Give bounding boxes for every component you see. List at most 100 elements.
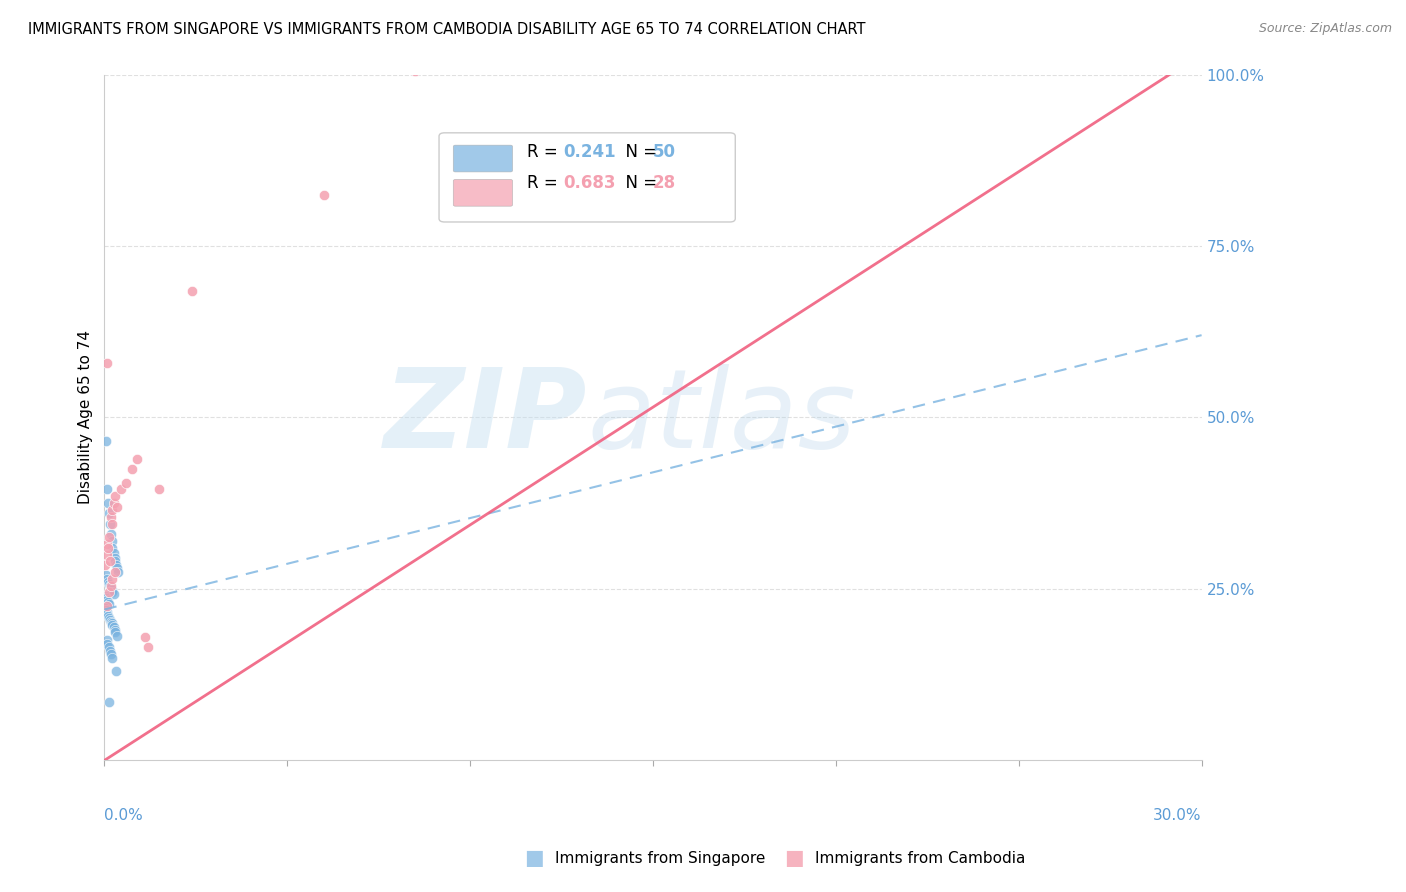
Point bbox=[97, 575, 120, 590]
Point bbox=[100, 647, 122, 661]
Text: atlas: atlas bbox=[588, 364, 856, 471]
Point bbox=[97, 695, 120, 709]
Point bbox=[96, 572, 118, 586]
Point bbox=[96, 568, 118, 582]
Point bbox=[104, 551, 127, 566]
Point bbox=[104, 623, 127, 637]
Text: 50: 50 bbox=[652, 143, 676, 161]
Text: 0.683: 0.683 bbox=[562, 174, 616, 192]
Point bbox=[96, 548, 118, 562]
Point bbox=[100, 581, 122, 595]
Point bbox=[105, 561, 128, 575]
Point bbox=[96, 355, 118, 369]
FancyBboxPatch shape bbox=[453, 145, 513, 172]
Text: 30.0%: 30.0% bbox=[1153, 808, 1202, 823]
Text: N =: N = bbox=[614, 143, 662, 161]
Point bbox=[97, 611, 120, 625]
FancyBboxPatch shape bbox=[439, 133, 735, 222]
Point bbox=[101, 585, 124, 599]
Point bbox=[96, 434, 118, 449]
Text: ZIP: ZIP bbox=[384, 364, 588, 471]
Point bbox=[97, 507, 120, 521]
Point bbox=[100, 527, 122, 541]
Point bbox=[127, 451, 149, 466]
Point bbox=[104, 625, 127, 640]
Point bbox=[97, 496, 120, 510]
Point bbox=[94, 558, 117, 572]
Point bbox=[101, 503, 124, 517]
Text: 0.241: 0.241 bbox=[562, 143, 616, 161]
Point bbox=[134, 630, 156, 644]
Point bbox=[96, 605, 118, 619]
Text: IMMIGRANTS FROM SINGAPORE VS IMMIGRANTS FROM CAMBODIA DISABILITY AGE 65 TO 74 CO: IMMIGRANTS FROM SINGAPORE VS IMMIGRANTS … bbox=[28, 22, 866, 37]
Point bbox=[96, 593, 118, 607]
Point bbox=[105, 665, 128, 679]
Point bbox=[101, 572, 124, 586]
Point bbox=[94, 602, 117, 616]
Point bbox=[96, 637, 118, 651]
Point bbox=[96, 591, 118, 605]
Point bbox=[97, 541, 120, 555]
Point bbox=[103, 620, 125, 634]
Text: 28: 28 bbox=[652, 174, 676, 192]
Point bbox=[104, 565, 127, 579]
Text: R =: R = bbox=[527, 143, 562, 161]
Point bbox=[107, 565, 129, 579]
Point bbox=[98, 579, 121, 593]
Point bbox=[97, 577, 120, 591]
Point bbox=[100, 578, 122, 592]
Point bbox=[101, 618, 124, 632]
Point bbox=[97, 640, 120, 655]
Point bbox=[105, 558, 128, 572]
Point bbox=[97, 608, 120, 623]
Point bbox=[105, 629, 128, 643]
Point bbox=[96, 599, 118, 613]
Point bbox=[404, 64, 426, 78]
Point bbox=[94, 589, 117, 603]
Text: Immigrants from Singapore: Immigrants from Singapore bbox=[555, 851, 766, 865]
Point bbox=[97, 595, 120, 609]
Text: Source: ZipAtlas.com: Source: ZipAtlas.com bbox=[1258, 22, 1392, 36]
Text: ■: ■ bbox=[785, 848, 804, 868]
Point bbox=[98, 643, 121, 657]
Point bbox=[101, 650, 124, 665]
Point bbox=[101, 541, 124, 555]
Point bbox=[103, 587, 125, 601]
Point bbox=[136, 640, 159, 655]
Y-axis label: Disability Age 65 to 74: Disability Age 65 to 74 bbox=[79, 330, 93, 505]
Point bbox=[96, 607, 118, 621]
Point bbox=[97, 531, 120, 545]
Point bbox=[312, 187, 335, 202]
Point bbox=[115, 475, 138, 490]
Point bbox=[100, 616, 122, 631]
Point bbox=[98, 554, 121, 568]
Point bbox=[100, 533, 122, 548]
Point bbox=[94, 601, 117, 615]
Point bbox=[100, 516, 122, 531]
Text: Immigrants from Cambodia: Immigrants from Cambodia bbox=[815, 851, 1026, 865]
Point bbox=[104, 489, 127, 503]
Point bbox=[121, 462, 143, 476]
Point bbox=[103, 496, 125, 510]
Point bbox=[103, 546, 125, 560]
Point bbox=[98, 516, 121, 531]
Point bbox=[100, 583, 122, 598]
Point bbox=[96, 537, 118, 551]
Point bbox=[100, 615, 122, 629]
Point bbox=[96, 633, 118, 648]
Point bbox=[98, 613, 121, 627]
Point bbox=[104, 554, 127, 568]
Point bbox=[148, 483, 170, 497]
Point bbox=[100, 509, 122, 524]
Point bbox=[96, 483, 118, 497]
Text: ■: ■ bbox=[524, 848, 544, 868]
FancyBboxPatch shape bbox=[453, 179, 513, 206]
Point bbox=[97, 585, 120, 599]
Point bbox=[97, 597, 120, 611]
Point bbox=[110, 483, 132, 497]
Text: 0.0%: 0.0% bbox=[104, 808, 143, 823]
Text: R =: R = bbox=[527, 174, 562, 192]
Point bbox=[181, 284, 204, 298]
Point bbox=[105, 500, 128, 514]
Text: N =: N = bbox=[614, 174, 662, 192]
